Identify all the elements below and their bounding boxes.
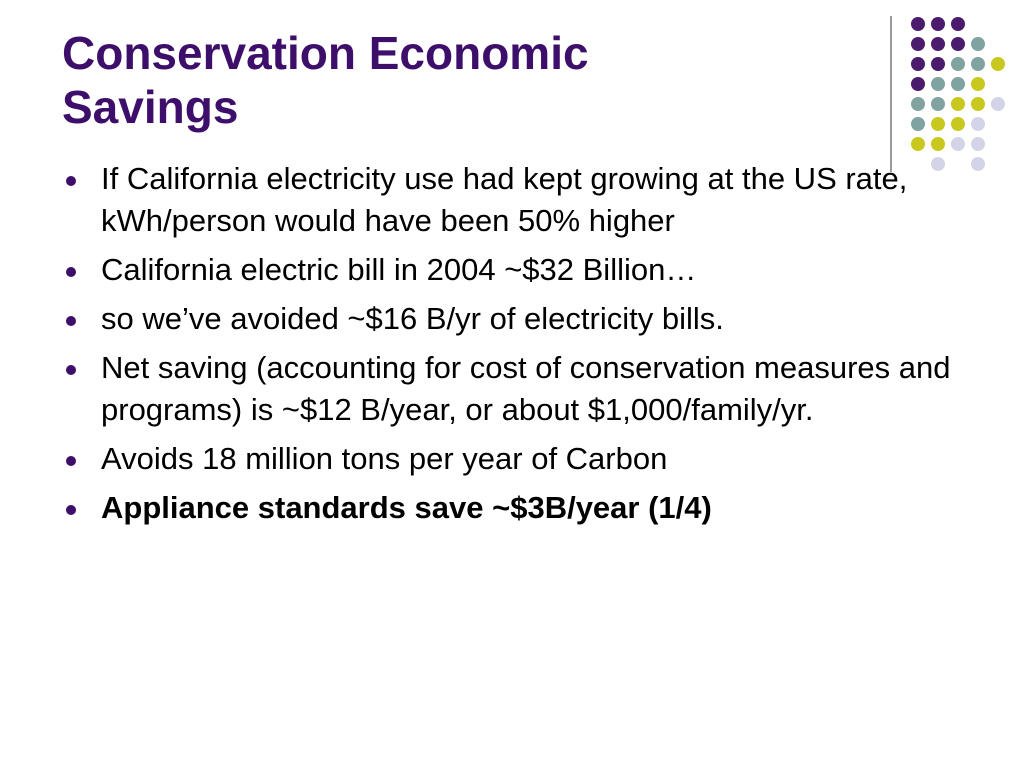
dot [931, 137, 945, 151]
bullet-item: Net saving (accounting for cost of conse… [64, 347, 954, 431]
bullet-text: Appliance standards save ~$3B/year (1/4) [101, 490, 712, 525]
dot [971, 117, 985, 131]
dot [931, 117, 945, 131]
bullet-dot-icon [66, 176, 76, 186]
dot [931, 77, 945, 91]
dot [931, 17, 945, 31]
dot [971, 137, 985, 151]
dot [971, 37, 985, 51]
bullet-dot-icon [66, 456, 76, 466]
dot [951, 137, 965, 151]
dot [911, 117, 925, 131]
bullet-item: California electric bill in 2004 ~$32 Bi… [64, 249, 954, 291]
dot [971, 57, 985, 71]
dot [911, 137, 925, 151]
dot [911, 17, 925, 31]
bullet-dot-icon [66, 316, 76, 326]
dot [971, 97, 985, 111]
bullet-text: If California electricity use had kept g… [101, 161, 908, 238]
bullet-item: so we’ve avoided ~$16 B/yr of electricit… [64, 298, 954, 340]
bullet-text: Net saving (accounting for cost of conse… [101, 350, 951, 427]
dot [951, 57, 965, 71]
dot [971, 157, 985, 171]
dot [991, 97, 1005, 111]
dot [931, 97, 945, 111]
bullet-item: If California electricity use had kept g… [64, 158, 954, 242]
dot [911, 57, 925, 71]
dot [951, 37, 965, 51]
dot [931, 57, 945, 71]
dot [991, 57, 1005, 71]
bullet-text: so we’ve avoided ~$16 B/yr of electricit… [101, 301, 724, 336]
dot [911, 77, 925, 91]
bullet-text: California electric bill in 2004 ~$32 Bi… [101, 252, 697, 287]
dot [911, 37, 925, 51]
dot [951, 17, 965, 31]
bullet-dot-icon [66, 267, 76, 277]
bullet-list: If California electricity use had kept g… [64, 158, 954, 536]
bullet-item-highlight: Appliance standards save ~$3B/year (1/4) [64, 487, 954, 529]
dot [911, 97, 925, 111]
bullet-text: Avoids 18 million tons per year of Carbo… [101, 441, 668, 476]
dot [931, 37, 945, 51]
dot [951, 97, 965, 111]
slide-title: Conservation Economic Savings [62, 26, 862, 134]
decorative-divider [890, 16, 892, 172]
bullet-dot-icon [66, 505, 76, 515]
bullet-item: Avoids 18 million tons per year of Carbo… [64, 438, 954, 480]
bullet-dot-icon [66, 365, 76, 375]
title-line-1: Conservation Economic [62, 27, 589, 79]
dot [971, 77, 985, 91]
dot [951, 77, 965, 91]
title-line-2: Savings [62, 81, 239, 133]
dot [951, 117, 965, 131]
